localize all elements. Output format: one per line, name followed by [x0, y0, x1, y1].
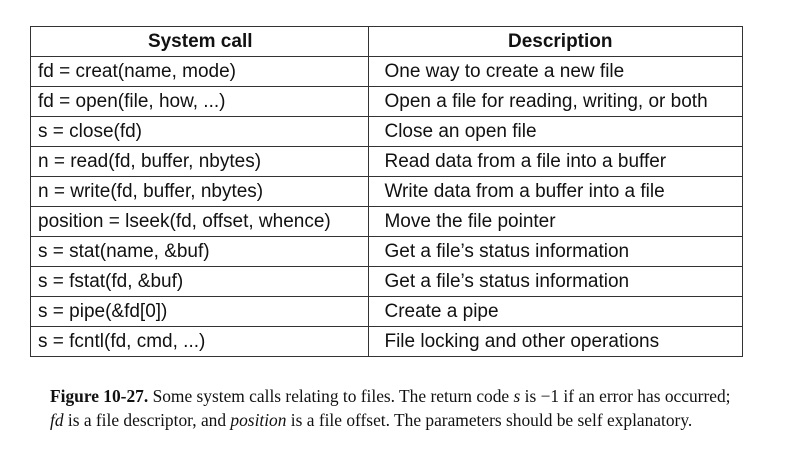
system-call-cell: s = close(fd) [29, 116, 370, 147]
system-call-cell: n = write(fd, buffer, nbytes) [29, 176, 370, 207]
caption-text: is a file descriptor, and [63, 410, 231, 430]
system-call-cell: position = lseek(fd, offset, whence) [29, 206, 370, 237]
description-cell: Open a file for reading, writing, or bot… [368, 86, 743, 117]
description-cell: Get a file’s status information [368, 236, 743, 267]
table-row: n = write(fd, buffer, nbytes) Write data… [29, 176, 743, 207]
caption-var-position: position [230, 410, 287, 430]
system-call-cell: fd = creat(name, mode) [29, 56, 370, 87]
description-cell: Get a file’s status information [368, 266, 743, 297]
description-cell: Move the file pointer [368, 206, 743, 237]
description-cell: Read data from a file into a buffer [368, 146, 743, 177]
figure-label: Figure 10-27. [50, 386, 149, 406]
system-call-cell: s = stat(name, &buf) [29, 236, 370, 267]
system-calls-table: System call Description fd = creat(name,… [29, 26, 743, 357]
description-cell: File locking and other operations [368, 326, 743, 357]
description-cell: Close an open file [368, 116, 743, 147]
caption-var-s: s [513, 386, 521, 406]
description-cell: One way to create a new file [368, 56, 743, 87]
table-row: s = fstat(fd, &buf) Get a file’s status … [29, 266, 743, 297]
table-row: s = fcntl(fd, cmd, ...) File locking and… [29, 326, 743, 357]
table-header-row: System call Description [29, 26, 743, 57]
system-call-cell: s = fstat(fd, &buf) [29, 266, 370, 297]
caption-text: is a file offset. The parameters should … [286, 410, 693, 430]
table-row: position = lseek(fd, offset, whence) Mov… [29, 206, 743, 237]
table-row: fd = creat(name, mode) One way to create… [29, 56, 743, 87]
table-row: s = close(fd) Close an open file [29, 116, 743, 147]
table-row: n = read(fd, buffer, nbytes) Read data f… [29, 146, 743, 177]
system-call-cell: s = fcntl(fd, cmd, ...) [29, 326, 370, 357]
description-cell: Write data from a buffer into a file [368, 176, 743, 207]
table-row: s = stat(name, &buf) Get a file’s status… [29, 236, 743, 267]
caption-text: Some system calls relating to files. The… [148, 386, 514, 406]
header-description: Description [368, 26, 743, 57]
system-call-cell: n = read(fd, buffer, nbytes) [29, 146, 370, 177]
description-cell: Create a pipe [368, 296, 743, 327]
table-row: s = pipe(&fd[0]) Create a pipe [29, 296, 743, 327]
caption-var-fd: fd [50, 410, 64, 430]
header-system-call: System call [29, 26, 370, 57]
system-call-cell: fd = open(file, how, ...) [29, 86, 370, 117]
caption-text: is −1 if an error has occurred; [520, 386, 731, 406]
table-row: fd = open(file, how, ...) Open a file fo… [29, 86, 743, 117]
system-call-cell: s = pipe(&fd[0]) [29, 296, 370, 327]
figure-caption: Figure 10-27. Some system calls relating… [50, 384, 740, 432]
